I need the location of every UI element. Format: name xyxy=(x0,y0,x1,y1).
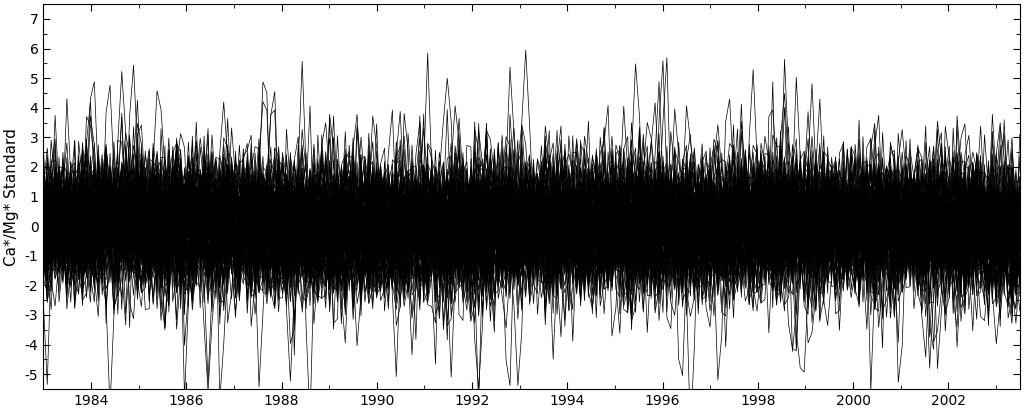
Y-axis label: Ca*/Mg* Standard: Ca*/Mg* Standard xyxy=(4,128,19,265)
